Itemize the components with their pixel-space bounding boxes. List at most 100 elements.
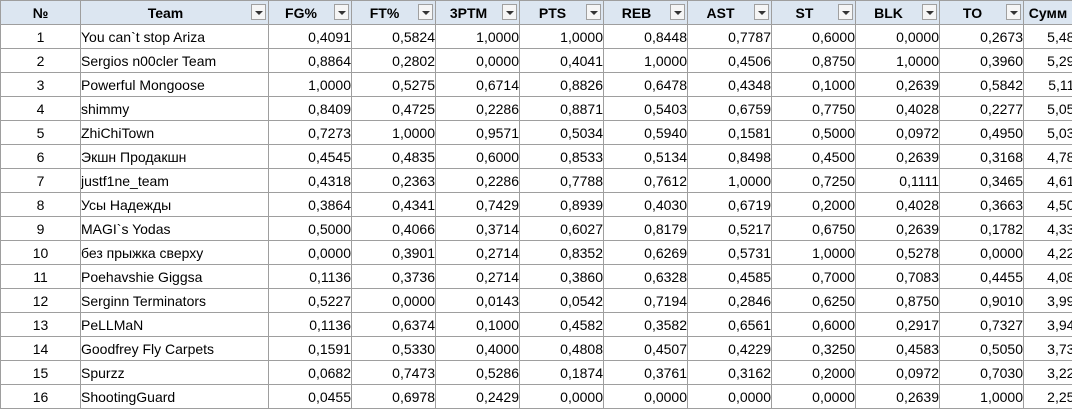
cell-rank[interactable]: 5	[0, 120, 81, 145]
cell-team[interactable]: Spurzz	[80, 360, 269, 385]
cell-team[interactable]: PeLLMaN	[80, 312, 269, 337]
cell-pts[interactable]: 0,1874	[519, 360, 604, 385]
cell-ft[interactable]: 0,7473	[351, 360, 436, 385]
cell-rank[interactable]: 10	[0, 240, 81, 265]
cell-st[interactable]: 0,7000	[771, 264, 856, 289]
cell-team[interactable]: Sergios n00cler Team	[80, 48, 269, 73]
cell-ft[interactable]: 0,3901	[351, 240, 436, 265]
cell-ast[interactable]: 0,4506	[687, 48, 772, 73]
cell-ast[interactable]: 1,0000	[687, 168, 772, 193]
cell-sum[interactable]: 5,2923	[1023, 48, 1072, 73]
cell-ft[interactable]: 0,6374	[351, 312, 436, 337]
filter-dropdown-icon[interactable]	[502, 4, 517, 20]
cell-fg[interactable]: 0,0682	[268, 360, 352, 385]
cell-st[interactable]: 0,8750	[771, 48, 856, 73]
cell-reb[interactable]: 0,4507	[603, 336, 688, 361]
cell-rank[interactable]: 8	[0, 192, 81, 217]
cell-tpm[interactable]: 1,0000	[435, 24, 520, 49]
cell-fg[interactable]: 0,5227	[268, 288, 352, 313]
cell-reb[interactable]: 0,3582	[603, 312, 688, 337]
cell-fg[interactable]: 0,8409	[268, 96, 352, 121]
cell-tpm[interactable]: 0,1000	[435, 312, 520, 337]
cell-ft[interactable]: 0,5824	[351, 24, 436, 49]
cell-ast[interactable]: 0,2846	[687, 288, 772, 313]
cell-rank[interactable]: 2	[0, 48, 81, 73]
cell-blk[interactable]: 0,2639	[855, 72, 940, 97]
cell-pts[interactable]: 0,5034	[519, 120, 604, 145]
cell-st[interactable]: 0,1000	[771, 72, 856, 97]
cell-reb[interactable]: 0,5940	[603, 120, 688, 145]
cell-reb[interactable]: 0,6269	[603, 240, 688, 265]
column-header-reb[interactable]: REB	[603, 0, 688, 25]
cell-fg[interactable]: 1,0000	[268, 72, 352, 97]
cell-tpm[interactable]: 0,2286	[435, 96, 520, 121]
cell-fg[interactable]: 0,0000	[268, 240, 352, 265]
cell-sum[interactable]: 3,2239	[1023, 360, 1072, 385]
cell-tpm[interactable]: 0,4000	[435, 336, 520, 361]
cell-pts[interactable]: 0,8533	[519, 144, 604, 169]
column-header-blk[interactable]: BLK	[855, 0, 940, 25]
cell-to[interactable]: 0,7327	[939, 312, 1024, 337]
cell-rank[interactable]: 16	[0, 384, 81, 409]
cell-tpm[interactable]: 0,0143	[435, 288, 520, 313]
cell-pts[interactable]: 0,4582	[519, 312, 604, 337]
cell-st[interactable]: 0,0000	[771, 384, 856, 409]
cell-tpm[interactable]: 0,0000	[435, 48, 520, 73]
cell-sum[interactable]: 4,7853	[1023, 144, 1072, 169]
column-header-pts[interactable]: PTS	[519, 0, 604, 25]
column-header-to[interactable]: TO	[939, 0, 1024, 25]
cell-ast[interactable]: 0,5731	[687, 240, 772, 265]
cell-ast[interactable]: 0,8498	[687, 144, 772, 169]
cell-team[interactable]: shimmy	[80, 96, 269, 121]
cell-to[interactable]: 0,3465	[939, 168, 1024, 193]
cell-blk[interactable]: 0,2639	[855, 144, 940, 169]
cell-sum[interactable]: 5,4823	[1023, 24, 1072, 49]
cell-ft[interactable]: 0,5275	[351, 72, 436, 97]
cell-ft[interactable]: 0,4341	[351, 192, 436, 217]
cell-tpm[interactable]: 0,2429	[435, 384, 520, 409]
cell-st[interactable]: 0,5000	[771, 120, 856, 145]
cell-ft[interactable]: 0,4725	[351, 96, 436, 121]
cell-st[interactable]: 0,6000	[771, 24, 856, 49]
cell-fg[interactable]: 0,4318	[268, 168, 352, 193]
cell-pts[interactable]: 0,0000	[519, 384, 604, 409]
cell-sum[interactable]: 4,3375	[1023, 216, 1072, 241]
cell-blk[interactable]: 0,0000	[855, 24, 940, 49]
cell-blk[interactable]: 0,7083	[855, 264, 940, 289]
cell-pts[interactable]: 0,3860	[519, 264, 604, 289]
cell-reb[interactable]: 0,8179	[603, 216, 688, 241]
column-header-team[interactable]: Team	[80, 0, 269, 25]
cell-reb[interactable]: 0,0000	[603, 384, 688, 409]
cell-team[interactable]: Goodfrey Fly Carpets	[80, 336, 269, 361]
cell-fg[interactable]: 0,1136	[268, 264, 352, 289]
cell-to[interactable]: 0,4950	[939, 120, 1024, 145]
cell-ast[interactable]: 0,4229	[687, 336, 772, 361]
cell-blk[interactable]: 0,2917	[855, 312, 940, 337]
cell-blk[interactable]: 0,1111	[855, 168, 940, 193]
cell-rank[interactable]: 11	[0, 264, 81, 289]
cell-reb[interactable]: 0,6328	[603, 264, 688, 289]
cell-pts[interactable]: 0,8352	[519, 240, 604, 265]
cell-sum[interactable]: 3,9479	[1023, 312, 1072, 337]
cell-sum[interactable]: 5,1121	[1023, 72, 1072, 97]
column-header-fg[interactable]: FG%	[268, 0, 352, 25]
cell-blk[interactable]: 0,8750	[855, 288, 940, 313]
cell-blk[interactable]: 0,4028	[855, 96, 940, 121]
cell-reb[interactable]: 0,3761	[603, 360, 688, 385]
filter-dropdown-icon[interactable]	[251, 4, 266, 20]
filter-dropdown-icon[interactable]	[1006, 4, 1021, 20]
cell-team[interactable]: ShootingGuard	[80, 384, 269, 409]
cell-ft[interactable]: 1,0000	[351, 120, 436, 145]
cell-rank[interactable]: 6	[0, 144, 81, 169]
cell-fg[interactable]: 0,8864	[268, 48, 352, 73]
cell-team[interactable]: без прыжка сверху	[80, 240, 269, 265]
cell-fg[interactable]: 0,3864	[268, 192, 352, 217]
cell-reb[interactable]: 0,8448	[603, 24, 688, 49]
filter-dropdown-icon[interactable]	[586, 4, 601, 20]
cell-ast[interactable]: 0,6759	[687, 96, 772, 121]
cell-pts[interactable]: 0,4041	[519, 48, 604, 73]
column-header-st[interactable]: ST	[771, 0, 856, 25]
cell-rank[interactable]: 1	[0, 24, 81, 49]
cell-reb[interactable]: 0,6478	[603, 72, 688, 97]
